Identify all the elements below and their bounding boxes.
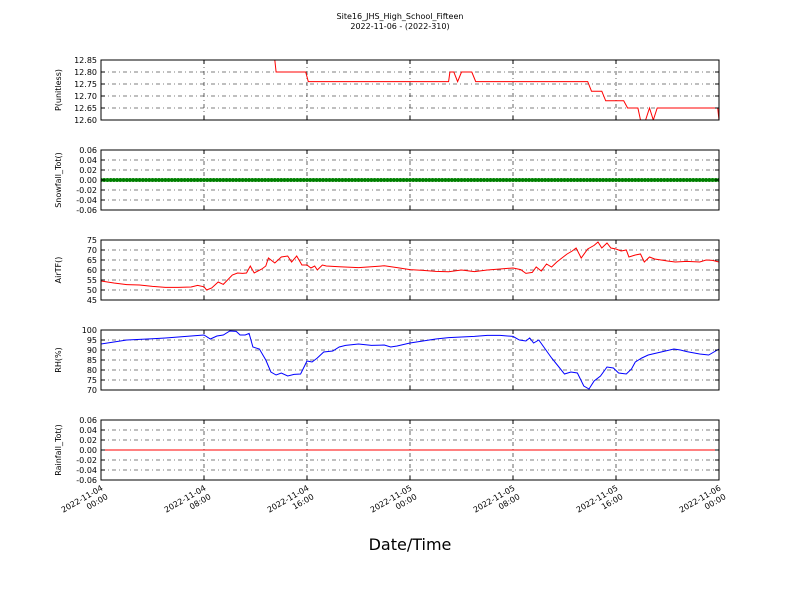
y-tick-label: 12.80 bbox=[74, 68, 97, 77]
y-tick-label: 12.75 bbox=[74, 80, 97, 89]
y-tick-label: -0.06 bbox=[76, 206, 97, 215]
y-tick-label: 75 bbox=[87, 236, 97, 245]
y-axis-label: AirTF() bbox=[54, 257, 63, 284]
y-tick-label: -0.02 bbox=[76, 456, 97, 465]
y-tick-label: 0.02 bbox=[79, 436, 97, 445]
chart-title: Site16_JHS_High_School_Fifteen bbox=[337, 12, 464, 21]
y-tick-label: 12.85 bbox=[74, 56, 97, 65]
panels: 12.60 12.65 12.70 12.75 12.80 12.85 P(unitless… bbox=[54, 56, 720, 485]
y-tick-label: 100 bbox=[82, 326, 97, 335]
series-line bbox=[101, 330, 719, 390]
series-line bbox=[101, 241, 719, 291]
y-tick-label: 0.06 bbox=[79, 416, 97, 425]
y-tick-label: 75 bbox=[87, 376, 97, 385]
y-tick-label: 0.00 bbox=[79, 176, 97, 185]
y-tick-label: 12.60 bbox=[74, 116, 97, 125]
y-tick-label: 12.65 bbox=[74, 104, 97, 113]
y-tick-label: 0.04 bbox=[79, 156, 97, 165]
y-tick-label: 70 bbox=[87, 386, 97, 395]
y-tick-label: 70 bbox=[87, 246, 97, 255]
series-line bbox=[101, 60, 719, 120]
x-axis-label: Date/Time bbox=[369, 535, 452, 554]
y-axis-label: RH(%) bbox=[54, 347, 63, 372]
y-tick-label: 12.70 bbox=[74, 92, 97, 101]
chart-panel-2: -0.06-0.04-0.020.000.020.040.06 Snowfall_… bbox=[54, 146, 720, 215]
chart-panel-1: 12.60 12.65 12.70 12.75 12.80 12.85 P(unitless… bbox=[54, 56, 720, 125]
y-tick-label: 0.02 bbox=[79, 166, 97, 175]
y-axis-label: Rainfall_Tot() bbox=[54, 424, 63, 476]
chart-subtitle: 2022-11-06 - (2022-310) bbox=[350, 22, 449, 31]
y-axis-label: Snowfall_Tot() bbox=[54, 152, 63, 208]
y-tick-label: 50 bbox=[87, 286, 97, 295]
y-tick-label: -0.04 bbox=[76, 196, 97, 205]
y-tick-label: 60 bbox=[87, 266, 97, 275]
y-tick-label: 55 bbox=[87, 276, 97, 285]
y-tick-label: 45 bbox=[87, 296, 97, 305]
y-tick-label: -0.02 bbox=[76, 186, 97, 195]
series-markers bbox=[101, 178, 719, 182]
y-tick-label: -0.06 bbox=[76, 476, 97, 485]
y-tick-label: 80 bbox=[87, 366, 97, 375]
chart-panel-5: -0.06-0.04-0.020.000.020.040.06 Rainfall_… bbox=[54, 416, 720, 485]
y-tick-label: 0.06 bbox=[79, 146, 97, 155]
y-tick-label: 0.00 bbox=[79, 446, 97, 455]
y-tick-label: 95 bbox=[87, 336, 97, 345]
y-axis-label: P(unitless) bbox=[54, 69, 63, 111]
y-tick-label: 65 bbox=[87, 256, 97, 265]
y-tick-label: 0.04 bbox=[79, 426, 97, 435]
y-tick-label: 85 bbox=[87, 356, 97, 365]
y-tick-label: -0.04 bbox=[76, 466, 97, 475]
y-tick-label: 90 bbox=[87, 346, 97, 355]
